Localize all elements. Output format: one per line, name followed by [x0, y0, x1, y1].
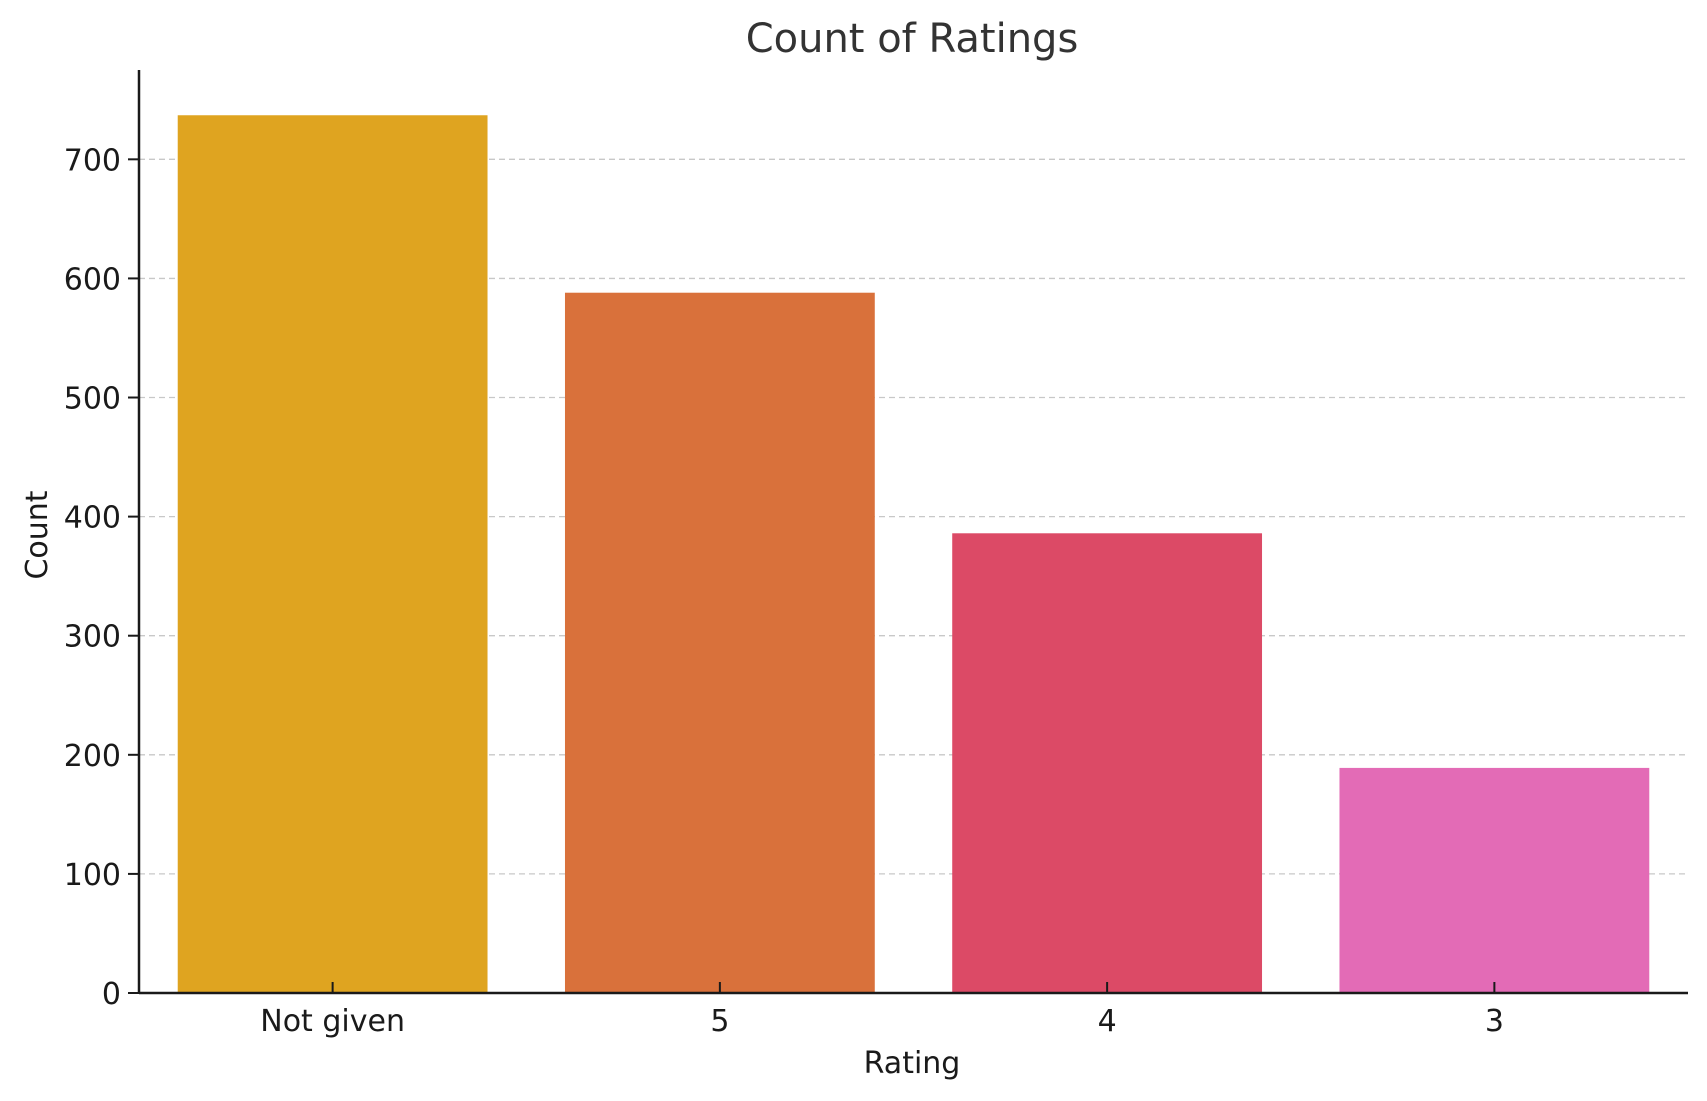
x-tick-label: 4 [1098, 1004, 1117, 1039]
x-tick-label: 3 [1485, 1004, 1504, 1039]
y-tick-label: 100 [64, 858, 121, 893]
y-tick-label: 0 [102, 977, 121, 1012]
bar [564, 292, 875, 994]
x-ticks: Not given 5 4 3 [260, 982, 1504, 1039]
y-tick-label: 500 [64, 382, 121, 417]
y-tick-label: 200 [64, 739, 121, 774]
grid-lines [139, 158, 1688, 875]
y-axis-label: Count [20, 490, 55, 579]
y-tick-label: 700 [64, 143, 121, 178]
bar [1339, 767, 1650, 993]
x-axis-label: Rating [864, 1046, 961, 1081]
chart-title: Count of Ratings [746, 16, 1079, 62]
y-tick-label: 400 [64, 501, 121, 536]
y-tick-label: 600 [64, 262, 121, 297]
y-ticks: 0 100 200 300 400 500 600 700 [64, 143, 139, 1012]
x-tick-label: Not given [260, 1004, 405, 1039]
bar [952, 533, 1263, 993]
bar [177, 115, 488, 993]
y-tick-label: 300 [64, 620, 121, 655]
x-tick-label: 5 [710, 1004, 729, 1039]
bars [177, 115, 1650, 994]
